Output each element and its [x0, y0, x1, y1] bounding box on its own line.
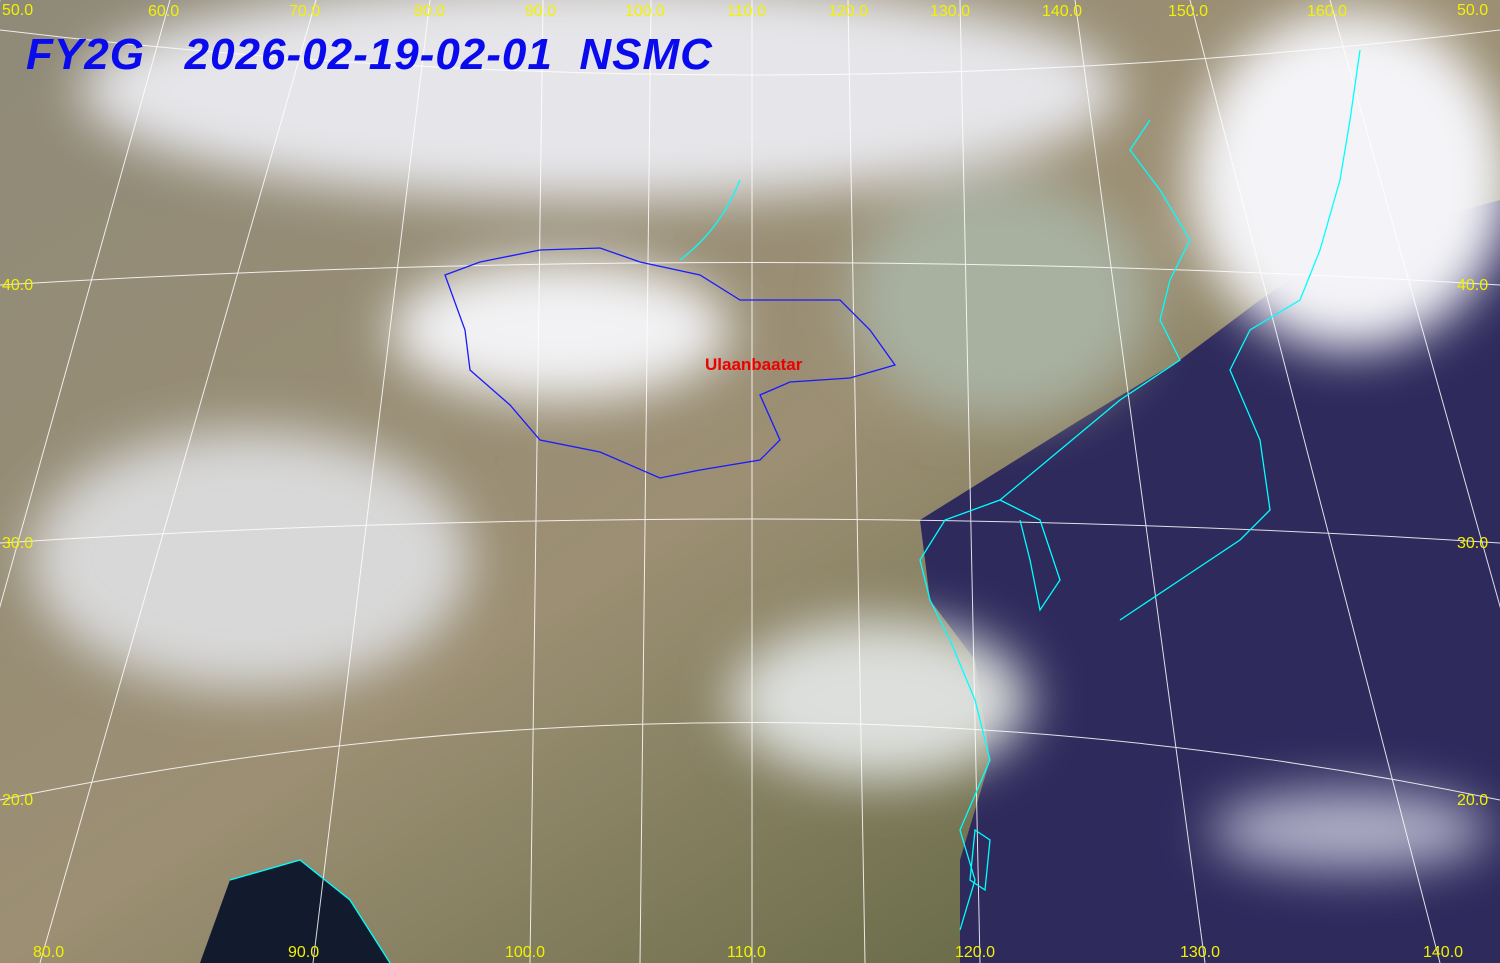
- lon-label-110: 110.0: [727, 3, 766, 20]
- lon-label-60: 60.0: [148, 3, 180, 20]
- lat-label-50-right: 50.0: [1457, 2, 1489, 19]
- lon-label-120: 120.0: [828, 3, 869, 20]
- lat-label-40-right: 40.0: [1457, 277, 1489, 294]
- lat-label-20-left: 20.0: [2, 792, 34, 809]
- agency-name: NSMC: [579, 30, 713, 79]
- lon-label-150: 150.0: [1168, 3, 1209, 20]
- lat-label-30-right: 30.0: [1457, 535, 1489, 552]
- lon-label-140: 140.0: [1042, 3, 1083, 20]
- clouds: [30, 0, 1500, 870]
- lon-label-50: 50.0: [2, 2, 34, 19]
- lat-label-40-left: 40.0: [2, 277, 34, 294]
- lon-label-70: 70.0: [289, 3, 321, 20]
- lon-label-80-bottom: 80.0: [33, 944, 65, 961]
- satellite-name: FY2G: [26, 30, 145, 79]
- city-label-ulaanbaatar: Ulaanbaatar: [705, 355, 803, 374]
- lon-label-100: 100.0: [625, 3, 666, 20]
- lon-label-140-bottom: 140.0: [1423, 944, 1464, 961]
- coastlines: [229, 49, 1361, 963]
- lon-label-110-bottom: 110.0: [727, 944, 766, 961]
- lat-label-20-right: 20.0: [1457, 792, 1489, 809]
- lon-label-90: 90.0: [525, 3, 557, 20]
- lon-label-80: 80.0: [414, 3, 446, 20]
- lon-label-90-bottom: 90.0: [288, 944, 320, 961]
- lon-label-120-bottom: 120.0: [955, 944, 996, 961]
- lon-label-100-bottom: 100.0: [505, 944, 546, 961]
- bay-of-bengal: [200, 860, 390, 963]
- lon-label-130-bottom: 130.0: [1180, 944, 1221, 961]
- ocean: [920, 200, 1500, 963]
- lon-label-130: 130.0: [930, 3, 971, 20]
- image-datetime: 2026-02-19-02-01: [184, 30, 553, 79]
- lon-label-160: 160.0: [1307, 3, 1348, 20]
- image-title: FY2G 2026-02-19-02-01 NSMC: [26, 30, 713, 80]
- mongolia-border: [444, 247, 897, 479]
- lat-label-30-left: 30.0: [2, 535, 34, 552]
